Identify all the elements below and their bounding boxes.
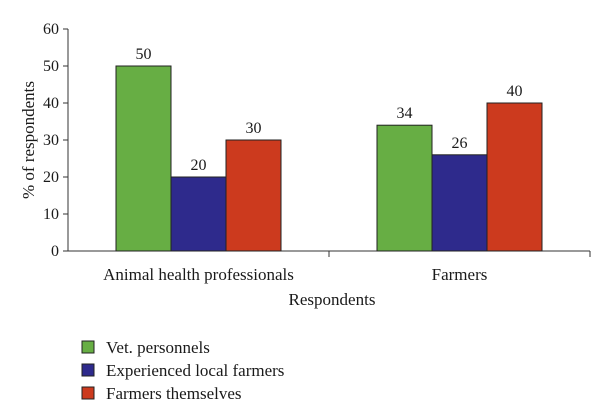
y-tick-label: 10 bbox=[43, 206, 59, 223]
x-tick-label: Animal health professionals bbox=[103, 265, 294, 284]
bars bbox=[115, 65, 543, 252]
bar bbox=[225, 139, 282, 252]
data-labels: 50 20 30 34 26 40 bbox=[136, 46, 523, 174]
legend: Vet. personnels Experienced local farmers… bbox=[81, 338, 284, 403]
legend-swatch bbox=[81, 363, 95, 377]
y-tick-label: 40 bbox=[43, 95, 59, 112]
axes: 0 10 20 30 40 50 60 Animal health professionals… bbox=[43, 21, 591, 284]
data-label: 50 bbox=[136, 46, 152, 63]
bar bbox=[486, 102, 543, 252]
y-tick-label: 20 bbox=[43, 169, 59, 186]
data-label: 40 bbox=[507, 83, 523, 100]
legend-label: Farmers themselves bbox=[106, 384, 242, 403]
bar bbox=[115, 65, 172, 252]
y-tick-label: 50 bbox=[43, 58, 59, 75]
legend-label: Experienced local farmers bbox=[106, 361, 284, 380]
data-label: 34 bbox=[397, 105, 413, 122]
legend-item: Vet. personnels bbox=[81, 338, 210, 357]
x-axis-title: Respondents bbox=[289, 290, 376, 309]
bar bbox=[376, 124, 433, 252]
legend-item: Experienced local farmers bbox=[81, 361, 284, 380]
y-tick-label: 0 bbox=[51, 243, 59, 260]
x-tick-label: Farmers bbox=[432, 265, 488, 284]
legend-item: Farmers themselves bbox=[81, 384, 242, 403]
data-label: 20 bbox=[191, 157, 207, 174]
legend-label: Vet. personnels bbox=[106, 338, 210, 357]
legend-swatch bbox=[81, 340, 95, 354]
legend-swatch bbox=[81, 386, 95, 400]
y-tick-label: 60 bbox=[43, 21, 59, 38]
bar bbox=[431, 154, 488, 252]
data-label: 30 bbox=[246, 120, 262, 137]
data-label: 26 bbox=[452, 135, 468, 152]
y-axis-title: % of respondents bbox=[19, 81, 38, 199]
y-tick-label: 30 bbox=[43, 132, 59, 149]
bar bbox=[170, 176, 227, 252]
